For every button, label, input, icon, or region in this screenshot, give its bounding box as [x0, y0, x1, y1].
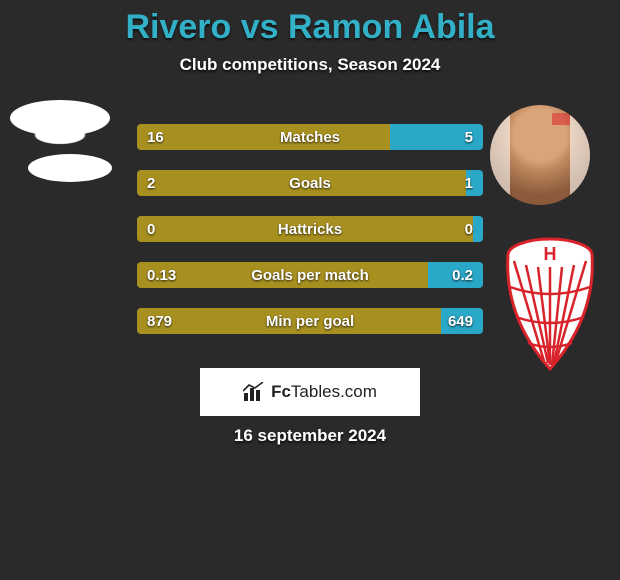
stat-row: 879Min per goal649 [137, 308, 483, 334]
svg-text:H: H [544, 244, 557, 264]
stat-row: 0Hattricks0 [137, 216, 483, 242]
chart-icon [243, 382, 265, 402]
stat-label: Goals [207, 175, 413, 192]
stat-label: Min per goal [207, 313, 413, 330]
page-subtitle: Club competitions, Season 2024 [0, 55, 620, 75]
stat-label: Hattricks [207, 221, 413, 238]
stat-value-right: 0.2 [413, 267, 483, 284]
stats-bars: 16Matches5 2Goals1 0Hattricks0 0.13Goals pe… [137, 124, 483, 354]
stat-label: Goals per match [207, 267, 413, 284]
stat-value-left: 16 [137, 129, 207, 146]
stat-value-right: 1 [413, 175, 483, 192]
stat-row: 2Goals1 [137, 170, 483, 196]
stat-value-left: 0.13 [137, 267, 207, 284]
footer-date: 16 september 2024 [0, 426, 620, 446]
stat-value-left: 0 [137, 221, 207, 238]
stat-value-right: 0 [413, 221, 483, 238]
stat-value-right: 649 [413, 313, 483, 330]
stat-value-right: 5 [413, 129, 483, 146]
brand-box: FcTables.com [200, 368, 420, 416]
player-left-avatar [10, 100, 110, 170]
stat-value-left: 879 [137, 313, 207, 330]
club-logo-right: H [500, 237, 600, 371]
player-right-avatar [490, 105, 590, 205]
stat-label: Matches [207, 129, 413, 146]
stat-row: 16Matches5 [137, 124, 483, 150]
brand-text: FcTables.com [271, 382, 377, 402]
page-title: Rivero vs Ramon Abila [0, 0, 620, 47]
stat-row: 0.13Goals per match0.2 [137, 262, 483, 288]
stat-value-left: 2 [137, 175, 207, 192]
